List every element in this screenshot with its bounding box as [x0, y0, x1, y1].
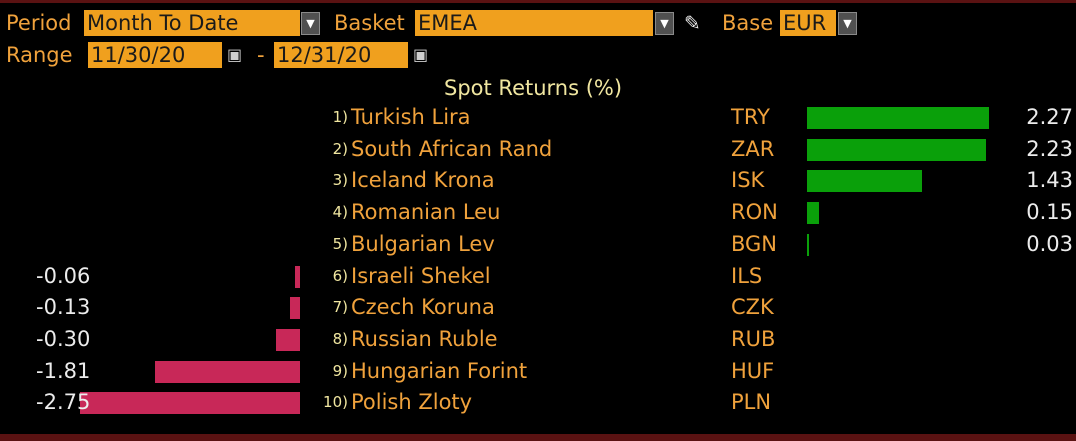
- currency-name[interactable]: Turkish Lira: [351, 105, 471, 129]
- return-value-label: -2.75: [36, 390, 91, 415]
- basket-select[interactable]: EMEA: [415, 10, 653, 36]
- currency-name[interactable]: Polish Zloty: [351, 390, 473, 415]
- base-label: Base: [722, 11, 774, 35]
- table-row[interactable]: 3) Iceland Krona ISK 1.43: [0, 165, 1076, 196]
- table-row[interactable]: 5) Bulgarian Lev BGN 0.03: [0, 229, 1076, 260]
- currency-code: HUF: [731, 358, 775, 383]
- currency-name[interactable]: Czech Koruna: [351, 295, 495, 320]
- currency-name[interactable]: Bulgarian Lev: [351, 231, 495, 256]
- return-value-label: 0.03: [1026, 231, 1073, 256]
- pencil-icon[interactable]: ✎: [684, 11, 701, 35]
- return-value-label: -1.81: [36, 358, 91, 383]
- currency-code: ISK: [731, 168, 765, 193]
- currency-name[interactable]: Israeli Shekel: [351, 263, 491, 288]
- row-rank: 10): [323, 393, 348, 412]
- currency-code: BGN: [731, 231, 778, 256]
- return-bar: [295, 265, 300, 288]
- return-value-label: 0.15: [1026, 200, 1073, 225]
- currency-code: TRY: [731, 105, 770, 129]
- top-frame: [0, 0, 1076, 3]
- return-bar: [807, 107, 989, 129]
- row-rank: 1): [332, 108, 348, 126]
- row-rank: 3): [332, 171, 348, 190]
- currency-code: ILS: [731, 263, 763, 288]
- return-bar: [807, 233, 810, 256]
- return-value-label: -0.06: [36, 263, 91, 288]
- return-value-label: 2.27: [1026, 105, 1073, 129]
- base-dropdown-button[interactable]: ▼: [838, 12, 857, 35]
- currency-code: RUB: [731, 326, 776, 351]
- currency-name[interactable]: Russian Ruble: [351, 326, 498, 351]
- chevron-down-icon: ▼: [306, 17, 315, 30]
- calendar-icon[interactable]: ▣: [412, 45, 429, 64]
- chevron-down-icon: ▼: [843, 17, 852, 30]
- return-bar: [276, 328, 300, 351]
- currency-name[interactable]: Iceland Krona: [351, 168, 495, 193]
- row-rank: 5): [332, 234, 348, 253]
- table-row[interactable]: 10) Polish Zloty PLN -2.75: [0, 387, 1076, 418]
- row-rank: 6): [332, 266, 348, 285]
- table-row[interactable]: 4) Romanian Leu RON 0.15: [0, 197, 1076, 228]
- range-start-input[interactable]: 11/30/20: [88, 42, 222, 68]
- table-row[interactable]: 2) South African Rand ZAR 2.23: [0, 134, 1076, 165]
- row-rank: 4): [332, 203, 348, 222]
- table-row[interactable]: 6) Israeli Shekel ILS -0.06: [0, 261, 1076, 292]
- return-bar: [80, 392, 300, 415]
- calendar-icon[interactable]: ▣: [226, 45, 243, 64]
- return-bar: [289, 297, 300, 320]
- table-row[interactable]: 8) Russian Ruble RUB -0.30: [0, 324, 1076, 355]
- row-rank: 9): [332, 361, 348, 380]
- return-value-label: 2.23: [1026, 136, 1073, 161]
- currency-code: RON: [731, 200, 778, 225]
- return-bar: [807, 138, 986, 161]
- currency-name[interactable]: Hungarian Forint: [351, 358, 528, 383]
- currency-code: ZAR: [731, 136, 775, 161]
- chart-title: Spot Returns (%): [444, 76, 623, 100]
- table-row[interactable]: 9) Hungarian Forint HUF -1.81: [0, 356, 1076, 387]
- range-label: Range: [6, 43, 73, 67]
- return-value-label: 1.43: [1026, 168, 1073, 193]
- return-value-label: -0.13: [36, 295, 91, 320]
- return-bar: [807, 170, 922, 193]
- currency-code: PLN: [731, 390, 772, 415]
- row-rank: 7): [332, 298, 348, 317]
- table-row[interactable]: 1) Turkish Lira TRY 2.27: [0, 102, 1076, 133]
- base-select[interactable]: EUR: [780, 10, 836, 36]
- currency-code: CZK: [731, 295, 774, 320]
- row-rank: 2): [332, 139, 348, 158]
- return-bar: [807, 202, 820, 225]
- basket-label: Basket: [334, 11, 405, 35]
- return-bar: [155, 360, 300, 383]
- range-end-input[interactable]: 12/31/20: [274, 42, 408, 68]
- period-dropdown-button[interactable]: ▼: [301, 12, 320, 35]
- currency-name[interactable]: South African Rand: [351, 136, 553, 161]
- period-label: Period: [6, 11, 72, 35]
- chevron-down-icon: ▼: [660, 17, 669, 30]
- basket-dropdown-button[interactable]: ▼: [655, 12, 674, 35]
- row-rank: 8): [332, 329, 348, 348]
- currency-name[interactable]: Romanian Leu: [351, 200, 501, 225]
- bottom-frame: [0, 434, 1076, 441]
- return-value-label: -0.30: [36, 326, 91, 351]
- table-row[interactable]: 7) Czech Koruna CZK -0.13: [0, 292, 1076, 323]
- range-separator: -: [257, 43, 265, 67]
- period-select[interactable]: Month To Date: [84, 10, 300, 36]
